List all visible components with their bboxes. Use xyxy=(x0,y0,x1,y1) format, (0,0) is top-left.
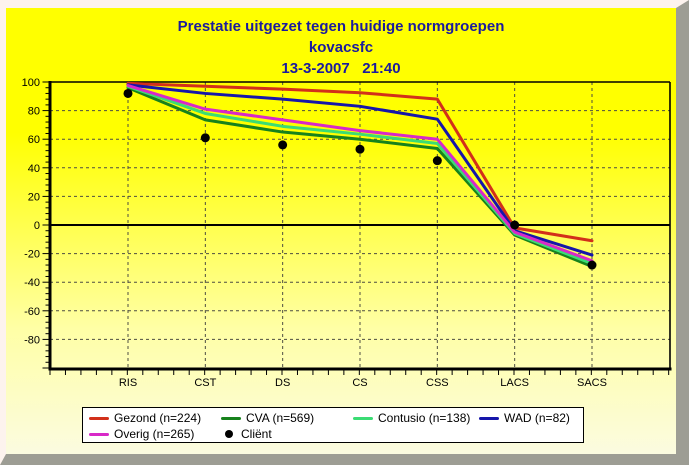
plot-frame xyxy=(48,81,672,371)
svg-text:CS: CS xyxy=(352,377,367,389)
svg-text:-20: -20 xyxy=(24,249,40,261)
legend-item-cva: CVA (n=569) xyxy=(221,411,314,425)
legend-item-gezond: Gezond (n=224) xyxy=(89,411,201,425)
line-swatch-icon xyxy=(89,432,109,436)
client-point xyxy=(432,156,442,166)
y-axis-labels: 100 80 60 40 20 0 -20 -40 -60 -80 xyxy=(22,77,40,346)
legend-item-contusio: Contusio (n=138) xyxy=(353,411,470,425)
svg-text:20: 20 xyxy=(28,191,40,203)
legend-label: Cliënt xyxy=(241,427,272,441)
x-axis-labels: RIS CST DS CS CSS LACS SACS xyxy=(119,377,607,389)
legend-label: CVA (n=569) xyxy=(246,411,315,425)
client-point xyxy=(355,144,365,154)
legend-label: Contusio (n=138) xyxy=(378,411,471,425)
client-point xyxy=(587,260,597,270)
series-line xyxy=(126,84,594,263)
svg-text:DS: DS xyxy=(275,377,290,389)
legend-item-wad: WAD (n=82) xyxy=(479,411,570,425)
chart-datetime: 13-3-2007 21:40 xyxy=(281,60,401,77)
svg-text:CSS: CSS xyxy=(426,377,449,389)
svg-text:CST: CST xyxy=(194,377,216,389)
client-dot-icon xyxy=(225,430,233,438)
client-point xyxy=(200,133,210,143)
svg-text:-80: -80 xyxy=(24,334,40,346)
line-swatch-icon xyxy=(89,416,109,420)
legend-label: Gezond (n=224) xyxy=(114,411,202,425)
svg-text:100: 100 xyxy=(22,77,40,89)
legend: Gezond (n=224) CVA (n=569) Contusio (n=1… xyxy=(82,407,584,443)
svg-text:SACS: SACS xyxy=(577,377,607,389)
svg-text:LACS: LACS xyxy=(500,377,529,389)
legend-item-client: Cliënt xyxy=(221,427,272,441)
x-axis-ticks xyxy=(49,370,670,375)
client-point xyxy=(123,88,133,98)
chart-title-block: Prestatie uitgezet tegen huidige normgro… xyxy=(6,16,676,79)
chart-subtitle: kovacsfc xyxy=(308,39,374,56)
legend-item-overig: Overig (n=265) xyxy=(89,427,194,441)
svg-text:80: 80 xyxy=(28,106,40,118)
chart-canvas: 100 80 60 40 20 0 -20 -40 -60 -80 RIS CST DS CS CSS LAC… xyxy=(22,77,672,389)
svg-text:60: 60 xyxy=(28,134,40,146)
client-points xyxy=(123,88,597,270)
y-axis-ticks xyxy=(42,81,49,369)
line-swatch-icon xyxy=(353,416,373,420)
svg-text:40: 40 xyxy=(28,163,40,175)
svg-text:-40: -40 xyxy=(24,277,40,289)
chart-title: Prestatie uitgezet tegen huidige normgro… xyxy=(177,18,505,35)
line-swatch-icon xyxy=(221,416,241,420)
client-point xyxy=(278,140,288,150)
client-point xyxy=(510,220,520,230)
legend-label: WAD (n=82) xyxy=(504,411,570,425)
svg-text:0: 0 xyxy=(34,220,40,232)
svg-text:-60: -60 xyxy=(24,306,40,318)
svg-text:RIS: RIS xyxy=(119,377,137,389)
legend-label: Overig (n=265) xyxy=(114,427,195,441)
line-swatch-icon xyxy=(479,416,499,420)
